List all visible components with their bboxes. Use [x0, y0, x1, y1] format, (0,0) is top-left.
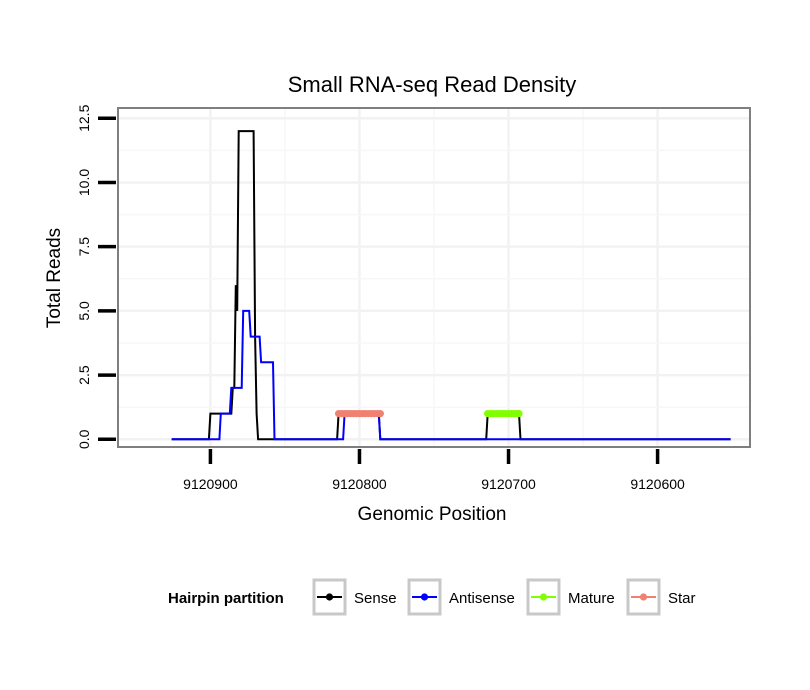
y-axis-label: Total Reads	[44, 228, 65, 328]
series-layer	[171, 130, 731, 441]
y-tick-label: 10.0	[76, 169, 92, 196]
plot-border	[117, 107, 751, 448]
y-tick-label: 5.0	[76, 301, 92, 321]
legend-entry-mature: Mature	[526, 578, 615, 616]
legend-entry-antisense: Antisense	[407, 578, 515, 616]
legend-entry-star: Star	[626, 578, 696, 616]
legend-entry-sense: Sense	[312, 578, 397, 616]
y-tick-label: 12.5	[76, 104, 92, 131]
chart-title: Small RNA-seq Read Density	[288, 72, 577, 97]
star-point	[376, 410, 384, 418]
sense-series-line	[171, 130, 731, 441]
legend-title: Hairpin partition	[168, 590, 284, 607]
x-axis-label: Genomic Position	[358, 504, 507, 525]
legend: Hairpin partition Sense Antisense Mature St…	[168, 578, 696, 616]
legend-key-point	[639, 593, 648, 601]
grid-lines	[118, 108, 750, 447]
y-tick-label: 0.0	[76, 429, 92, 449]
x-axis: 9120900 9120800 9120700 9120600	[183, 449, 685, 492]
legend-label: Sense	[354, 590, 397, 607]
x-tick-label: 9120600	[630, 476, 685, 492]
y-tick-label: 2.5	[76, 365, 92, 385]
legend-label: Star	[668, 590, 696, 607]
x-tick-label: 9120900	[183, 476, 238, 492]
legend-label: Mature	[568, 590, 615, 607]
y-axis: 0.0 2.5 5.0 7.5 10.0 12.5	[76, 104, 116, 449]
x-tick-label: 9120800	[332, 476, 387, 492]
x-tick-label: 9120700	[481, 476, 536, 492]
y-tick-label: 7.5	[76, 237, 92, 257]
legend-key-point	[325, 593, 334, 601]
mature-point	[515, 410, 523, 418]
legend-key-point	[420, 593, 429, 601]
legend-label: Antisense	[449, 590, 515, 607]
legend-key-point	[539, 593, 548, 601]
